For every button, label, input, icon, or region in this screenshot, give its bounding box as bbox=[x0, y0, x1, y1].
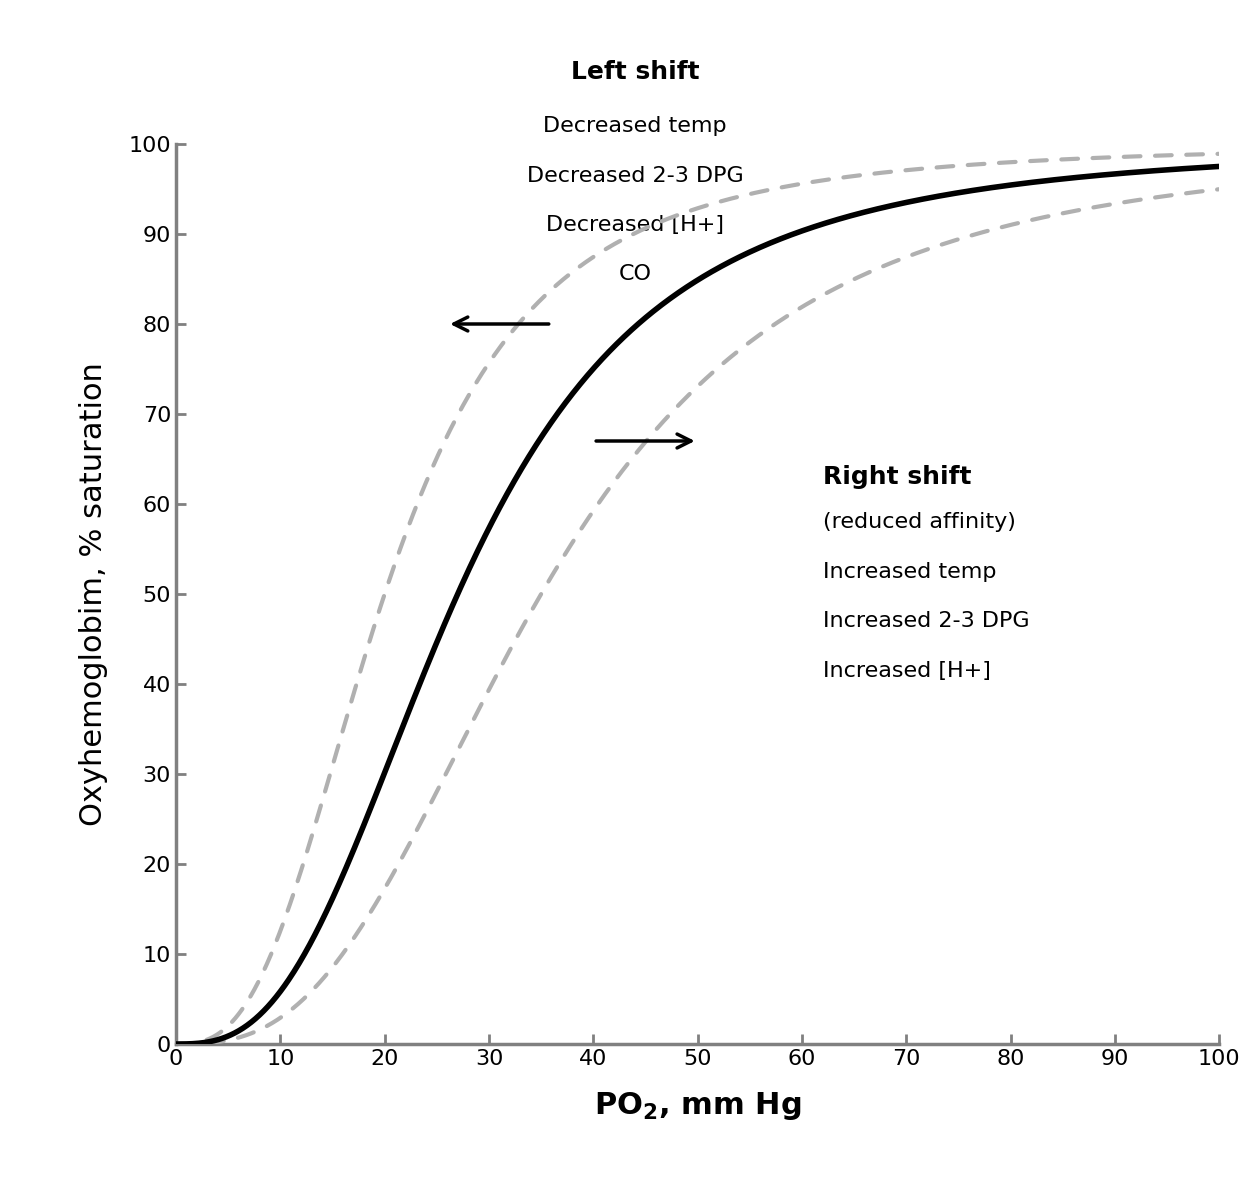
Text: Decreased [H+]: Decreased [H+] bbox=[546, 215, 724, 235]
X-axis label: P$\mathregular{O_2}$, mm Hg: P$\mathregular{O_2}$, mm Hg bbox=[593, 1090, 802, 1122]
Text: (reduced affinity): (reduced affinity) bbox=[823, 512, 1016, 532]
Y-axis label: Oxyhemoglobim, % saturation: Oxyhemoglobim, % saturation bbox=[79, 362, 108, 826]
Text: Increased [H+]: Increased [H+] bbox=[823, 660, 991, 680]
Text: Decreased 2-3 DPG: Decreased 2-3 DPG bbox=[527, 166, 743, 186]
Text: Decreased temp: Decreased temp bbox=[543, 116, 727, 136]
Text: Left shift: Left shift bbox=[571, 60, 699, 84]
Text: Right shift: Right shift bbox=[823, 464, 972, 490]
Text: Increased 2-3 DPG: Increased 2-3 DPG bbox=[823, 611, 1029, 631]
Text: Increased temp: Increased temp bbox=[823, 562, 997, 582]
Text: CO: CO bbox=[618, 264, 651, 284]
